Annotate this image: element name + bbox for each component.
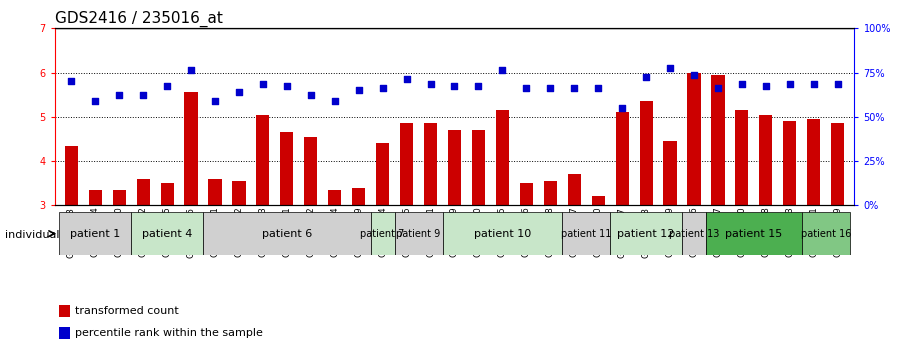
Bar	[784, 121, 796, 338]
Point	[64, 79, 78, 84]
Bar	[352, 188, 365, 338]
Bar	[59, 327, 71, 339]
Point	[112, 92, 126, 98]
Text: percentile rank within the sample: percentile rank within the sample	[75, 328, 263, 338]
Bar	[712, 75, 724, 338]
Text: patient 16: patient 16	[801, 229, 851, 239]
Point	[208, 98, 223, 104]
Bar	[328, 190, 342, 338]
Point	[831, 81, 845, 86]
Text: patient 12: patient 12	[617, 229, 674, 239]
FancyBboxPatch shape	[443, 212, 563, 255]
Text: patient 4: patient 4	[142, 229, 193, 239]
Point	[806, 81, 821, 86]
Bar	[59, 305, 71, 317]
Bar	[89, 190, 102, 338]
Bar	[376, 143, 389, 338]
Bar	[424, 124, 437, 338]
Point	[327, 98, 342, 104]
Text: patient 13: patient 13	[669, 229, 719, 239]
FancyBboxPatch shape	[706, 212, 802, 255]
Text: patient 7: patient 7	[361, 229, 405, 239]
Point	[686, 72, 701, 78]
Point	[495, 68, 510, 73]
FancyBboxPatch shape	[802, 212, 850, 255]
Point	[783, 81, 797, 86]
Text: transformed count: transformed count	[75, 306, 179, 316]
Bar	[136, 179, 150, 338]
Bar	[280, 132, 294, 338]
Point	[734, 81, 749, 86]
Point	[184, 68, 198, 73]
Bar	[640, 101, 653, 338]
Text: patient 15: patient 15	[725, 229, 783, 239]
Bar	[208, 179, 222, 338]
Point	[614, 105, 629, 111]
Point	[399, 76, 414, 82]
Bar	[400, 124, 414, 338]
Text: patient 10: patient 10	[474, 229, 531, 239]
Point	[280, 83, 295, 89]
Text: GDS2416 / 235016_at: GDS2416 / 235016_at	[55, 11, 223, 27]
Bar	[520, 183, 533, 338]
Bar	[615, 113, 629, 338]
Point	[375, 85, 390, 91]
Point	[543, 85, 557, 91]
FancyBboxPatch shape	[682, 212, 706, 255]
Point	[160, 83, 175, 89]
Bar	[544, 181, 557, 338]
Bar	[65, 145, 78, 338]
Bar	[592, 196, 604, 338]
FancyBboxPatch shape	[563, 212, 610, 255]
Bar	[113, 190, 125, 338]
Bar	[472, 130, 485, 338]
Point	[591, 85, 605, 91]
FancyBboxPatch shape	[59, 212, 131, 255]
Bar	[735, 110, 748, 338]
Point	[663, 65, 677, 71]
Bar	[687, 73, 701, 338]
Text: patient 11: patient 11	[561, 229, 612, 239]
Bar	[567, 174, 581, 338]
Bar	[831, 124, 844, 338]
Point	[352, 87, 366, 93]
Point	[447, 83, 462, 89]
Bar	[759, 115, 773, 338]
Point	[88, 98, 103, 104]
Bar	[495, 110, 509, 338]
FancyBboxPatch shape	[395, 212, 443, 255]
Text: patient 6: patient 6	[262, 229, 312, 239]
Point	[135, 92, 150, 98]
Bar	[448, 130, 461, 338]
Bar	[256, 115, 269, 338]
Bar	[664, 141, 676, 338]
Bar	[305, 137, 317, 338]
Point	[759, 83, 774, 89]
Point	[639, 74, 654, 80]
FancyBboxPatch shape	[203, 212, 371, 255]
Bar	[161, 183, 174, 338]
Bar	[807, 119, 820, 338]
Bar	[233, 181, 245, 338]
Point	[471, 83, 485, 89]
Text: patient 9: patient 9	[396, 229, 441, 239]
FancyBboxPatch shape	[131, 212, 203, 255]
Point	[304, 92, 318, 98]
FancyBboxPatch shape	[371, 212, 395, 255]
Point	[232, 90, 246, 95]
FancyBboxPatch shape	[610, 212, 682, 255]
Text: individual: individual	[5, 230, 59, 240]
Point	[424, 81, 438, 86]
Point	[255, 81, 270, 86]
Text: patient 1: patient 1	[70, 229, 120, 239]
Point	[519, 85, 534, 91]
Point	[567, 85, 582, 91]
Point	[711, 85, 725, 91]
Bar	[185, 92, 197, 338]
